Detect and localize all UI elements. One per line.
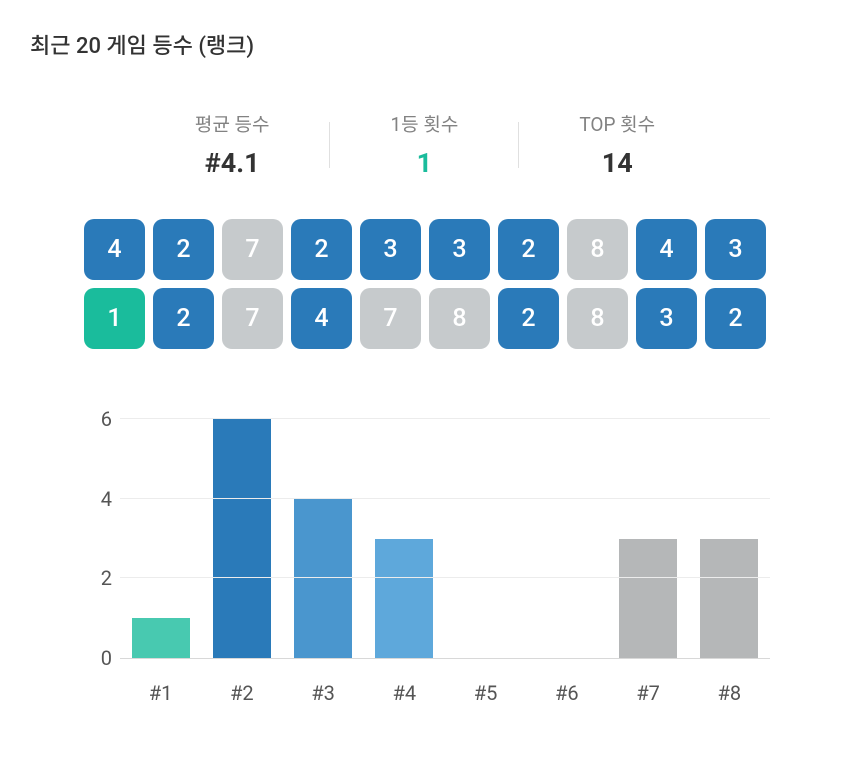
rank-row: 4272332843 xyxy=(84,219,766,280)
chart-gridline xyxy=(120,418,770,419)
stats-panel: 최근 20 게임 등수 (랭크) 평균 등수 #4.1 1등 횟수 1 TOP … xyxy=(0,0,850,733)
rank-tile: 3 xyxy=(705,219,766,280)
rank-tile: 3 xyxy=(636,288,697,349)
chart-bar-slot xyxy=(689,419,770,658)
rank-tile: 2 xyxy=(153,288,214,349)
chart-bar xyxy=(213,419,271,658)
rank-tile: 3 xyxy=(360,219,421,280)
chart-gridline xyxy=(120,498,770,499)
chart-bar-slot xyxy=(201,419,282,658)
chart-y-label: 2 xyxy=(88,566,112,590)
recent-ranks-grid: 42723328431274782832 xyxy=(30,219,820,349)
chart-y-label: 4 xyxy=(88,487,112,511)
rank-tile: 4 xyxy=(291,288,352,349)
chart-bar-slot xyxy=(526,419,607,658)
panel-title: 최근 20 게임 등수 (랭크) xyxy=(30,28,820,60)
rank-tile: 7 xyxy=(222,219,283,280)
chart-bar xyxy=(619,539,677,659)
chart-gridline xyxy=(120,577,770,578)
chart-x-label: #2 xyxy=(201,681,282,705)
summary-stats-row: 평균 등수 #4.1 1등 횟수 1 TOP 횟수 14 xyxy=(30,110,820,179)
chart-x-label: #7 xyxy=(608,681,689,705)
chart-bar xyxy=(375,539,433,659)
chart-x-label: #5 xyxy=(445,681,526,705)
chart-plot-area: 0246 xyxy=(120,419,770,659)
chart-bar-slot xyxy=(120,419,201,658)
stat-label: 평균 등수 xyxy=(195,110,270,137)
chart-y-label: 6 xyxy=(88,407,112,431)
rank-tile: 8 xyxy=(567,288,628,349)
rank-tile: 1 xyxy=(84,288,145,349)
rank-distribution-chart: 0246 #1#2#3#4#5#6#7#8 xyxy=(30,419,820,705)
rank-tile: 2 xyxy=(498,288,559,349)
rank-tile: 8 xyxy=(567,219,628,280)
rank-tile: 4 xyxy=(636,219,697,280)
stat-value: 14 xyxy=(602,147,633,179)
chart-x-label: #3 xyxy=(283,681,364,705)
rank-tile: 7 xyxy=(360,288,421,349)
chart-bar xyxy=(132,618,190,658)
rank-tile: 4 xyxy=(84,219,145,280)
rank-row: 1274782832 xyxy=(84,288,766,349)
stat-first-count: 1등 횟수 1 xyxy=(330,110,518,179)
chart-x-label: #1 xyxy=(120,681,201,705)
chart-bars xyxy=(120,419,770,658)
chart-y-label: 0 xyxy=(88,646,112,670)
stat-avg-rank: 평균 등수 #4.1 xyxy=(135,110,330,179)
rank-tile: 8 xyxy=(429,288,490,349)
rank-tile: 2 xyxy=(705,288,766,349)
stat-value: 1 xyxy=(417,147,433,179)
stat-value: #4.1 xyxy=(205,147,260,179)
chart-bar-slot xyxy=(445,419,526,658)
chart-bar-slot xyxy=(608,419,689,658)
stat-label: 1등 횟수 xyxy=(390,110,458,137)
rank-tile: 7 xyxy=(222,288,283,349)
chart-bar-slot xyxy=(283,419,364,658)
rank-tile: 2 xyxy=(498,219,559,280)
rank-tile: 3 xyxy=(429,219,490,280)
stat-label: TOP 횟수 xyxy=(579,110,655,137)
rank-tile: 2 xyxy=(291,219,352,280)
chart-x-label: #4 xyxy=(364,681,445,705)
chart-x-labels: #1#2#3#4#5#6#7#8 xyxy=(120,681,770,705)
chart-bar xyxy=(700,539,758,659)
chart-bar-slot xyxy=(364,419,445,658)
chart-x-label: #6 xyxy=(526,681,607,705)
chart-x-label: #8 xyxy=(689,681,770,705)
stat-top-count: TOP 횟수 14 xyxy=(519,110,715,179)
rank-tile: 2 xyxy=(153,219,214,280)
